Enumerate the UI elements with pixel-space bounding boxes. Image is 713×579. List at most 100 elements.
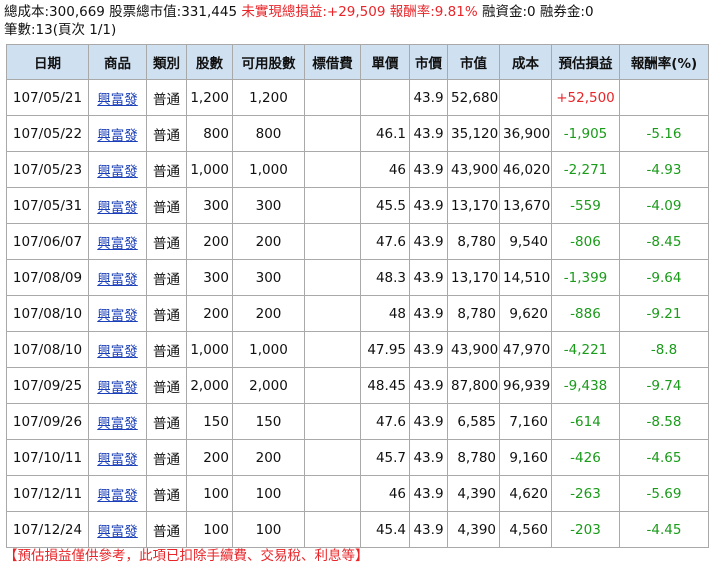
cell-estimated-pnl: -9,438 — [551, 367, 620, 404]
cell-estimated-pnl: -2,271 — [551, 151, 620, 188]
product-link[interactable]: 興富發 — [97, 163, 138, 180]
cell-unit-price: 48 — [360, 295, 410, 332]
product-link[interactable]: 興富發 — [97, 307, 138, 324]
cell-estimated-pnl: -614 — [551, 403, 620, 440]
header-shares: 股數 — [186, 44, 233, 80]
product-link[interactable]: 興富發 — [97, 379, 138, 396]
table-row: 107/10/11 興富發 普通 200 200 45.7 43.9 8,780 9,160 -4… — [6, 439, 709, 476]
header-available-shares: 可用股數 — [232, 44, 305, 80]
cell-market-price: 43.9 — [409, 79, 448, 116]
cell-type: 普通 — [146, 259, 187, 296]
product-link[interactable]: 興富發 — [97, 91, 138, 108]
cell-borrow-fee — [304, 403, 361, 440]
cell-market-value: 13,170 — [447, 259, 500, 296]
table-row: 107/12/11 興富發 普通 100 100 46 43.9 4,390 4,620 -263… — [6, 475, 709, 512]
cell-shares: 1,200 — [186, 79, 233, 116]
product-link[interactable]: 興富發 — [97, 523, 138, 540]
cell-estimated-pnl: -1,905 — [551, 115, 620, 152]
table-header-row: 日期 商品 類別 股數 可用股數 標借費 單價 市價 市值 成本 預估損益 報酬… — [6, 44, 709, 80]
cell-cost: 9,620 — [499, 295, 552, 332]
disclaimer-note: 【預估損益僅供參考，此項已扣除手續費、交易稅、利息等】 — [4, 548, 369, 564]
cell-borrow-fee — [304, 187, 361, 224]
cell-return-rate: -8.45 — [619, 223, 709, 260]
cell-borrow-fee — [304, 151, 361, 188]
product-link[interactable]: 興富發 — [97, 127, 138, 144]
cell-market-value: 52,680 — [447, 79, 500, 116]
summary-bar: 總成本:300,669 股票總市值:331,445 未實現總損益:+29,509… — [4, 4, 594, 21]
cell-market-value: 35,120 — [447, 115, 500, 152]
cell-type: 普通 — [146, 511, 187, 548]
product-link[interactable]: 興富發 — [97, 271, 138, 288]
cell-shares: 2,000 — [186, 367, 233, 404]
cell-product: 興富發 — [88, 403, 147, 440]
product-link[interactable]: 興富發 — [97, 199, 138, 216]
cell-type: 普通 — [146, 115, 187, 152]
cell-cost: 4,560 — [499, 511, 552, 548]
cell-market-price: 43.9 — [409, 403, 448, 440]
cell-market-price: 43.9 — [409, 511, 448, 548]
cell-date: 107/05/22 — [6, 115, 89, 152]
cell-market-price: 43.9 — [409, 331, 448, 368]
cell-type: 普通 — [146, 223, 187, 260]
table-row: 107/09/25 興富發 普通 2,000 2,000 48.45 43.9 87,800 9… — [6, 367, 709, 404]
cell-cost: 9,160 — [499, 439, 552, 476]
cell-return-rate: -9.21 — [619, 295, 709, 332]
cell-date: 107/08/10 — [6, 331, 89, 368]
table-row: 107/05/23 興富發 普通 1,000 1,000 46 43.9 43,900 46,0… — [6, 151, 709, 188]
cell-market-value: 13,170 — [447, 187, 500, 224]
cell-market-price: 43.9 — [409, 367, 448, 404]
cell-product: 興富發 — [88, 367, 147, 404]
cell-shares: 150 — [186, 403, 233, 440]
cell-borrow-fee — [304, 223, 361, 260]
cell-available-shares: 100 — [232, 475, 305, 512]
cell-return-rate: -8.8 — [619, 331, 709, 368]
cell-market-value: 43,900 — [447, 331, 500, 368]
cell-market-value: 87,800 — [447, 367, 500, 404]
cell-return-rate: -5.16 — [619, 115, 709, 152]
cell-shares: 300 — [186, 187, 233, 224]
header-type: 類別 — [146, 44, 187, 80]
cell-cost: 4,620 — [499, 475, 552, 512]
cell-date: 107/05/31 — [6, 187, 89, 224]
cell-product: 興富發 — [88, 223, 147, 260]
cell-type: 普通 — [146, 187, 187, 224]
cell-type: 普通 — [146, 151, 187, 188]
cell-borrow-fee — [304, 115, 361, 152]
cell-borrow-fee — [304, 367, 361, 404]
cell-shares: 100 — [186, 511, 233, 548]
cell-shares: 200 — [186, 295, 233, 332]
cell-shares: 100 — [186, 475, 233, 512]
table-row: 107/09/26 興富發 普通 150 150 47.6 43.9 6,585 7,160 -6… — [6, 403, 709, 440]
cell-cost — [499, 79, 552, 116]
product-link[interactable]: 興富發 — [97, 235, 138, 252]
cell-market-price: 43.9 — [409, 223, 448, 260]
cell-borrow-fee — [304, 475, 361, 512]
cell-date: 107/10/11 — [6, 439, 89, 476]
product-link[interactable]: 興富發 — [97, 451, 138, 468]
cell-shares: 200 — [186, 439, 233, 476]
cell-type: 普通 — [146, 331, 187, 368]
cell-estimated-pnl: -886 — [551, 295, 620, 332]
cell-product: 興富發 — [88, 331, 147, 368]
cell-market-price: 43.9 — [409, 259, 448, 296]
cell-type: 普通 — [146, 295, 187, 332]
product-link[interactable]: 興富發 — [97, 487, 138, 504]
cell-shares: 1,000 — [186, 331, 233, 368]
cell-estimated-pnl: -203 — [551, 511, 620, 548]
cell-unit-price: 46.1 — [360, 115, 410, 152]
cell-cost: 46,020 — [499, 151, 552, 188]
cell-market-value: 8,780 — [447, 223, 500, 260]
cell-available-shares: 150 — [232, 403, 305, 440]
cell-estimated-pnl: -4,221 — [551, 331, 620, 368]
cell-unit-price: 46 — [360, 475, 410, 512]
cell-estimated-pnl: -1,399 — [551, 259, 620, 296]
table-row: 107/12/24 興富發 普通 100 100 45.4 43.9 4,390 4,560 -2… — [6, 511, 709, 548]
product-link[interactable]: 興富發 — [97, 343, 138, 360]
table-row: 107/08/10 興富發 普通 1,000 1,000 47.95 43.9 43,900 4… — [6, 331, 709, 368]
cell-return-rate — [619, 79, 709, 116]
product-link[interactable]: 興富發 — [97, 415, 138, 432]
table-row: 107/08/10 興富發 普通 200 200 48 43.9 8,780 9,620 -886… — [6, 295, 709, 332]
header-estimated-pnl: 預估損益 — [551, 44, 620, 80]
cell-date: 107/12/11 — [6, 475, 89, 512]
cell-unit-price: 45.7 — [360, 439, 410, 476]
